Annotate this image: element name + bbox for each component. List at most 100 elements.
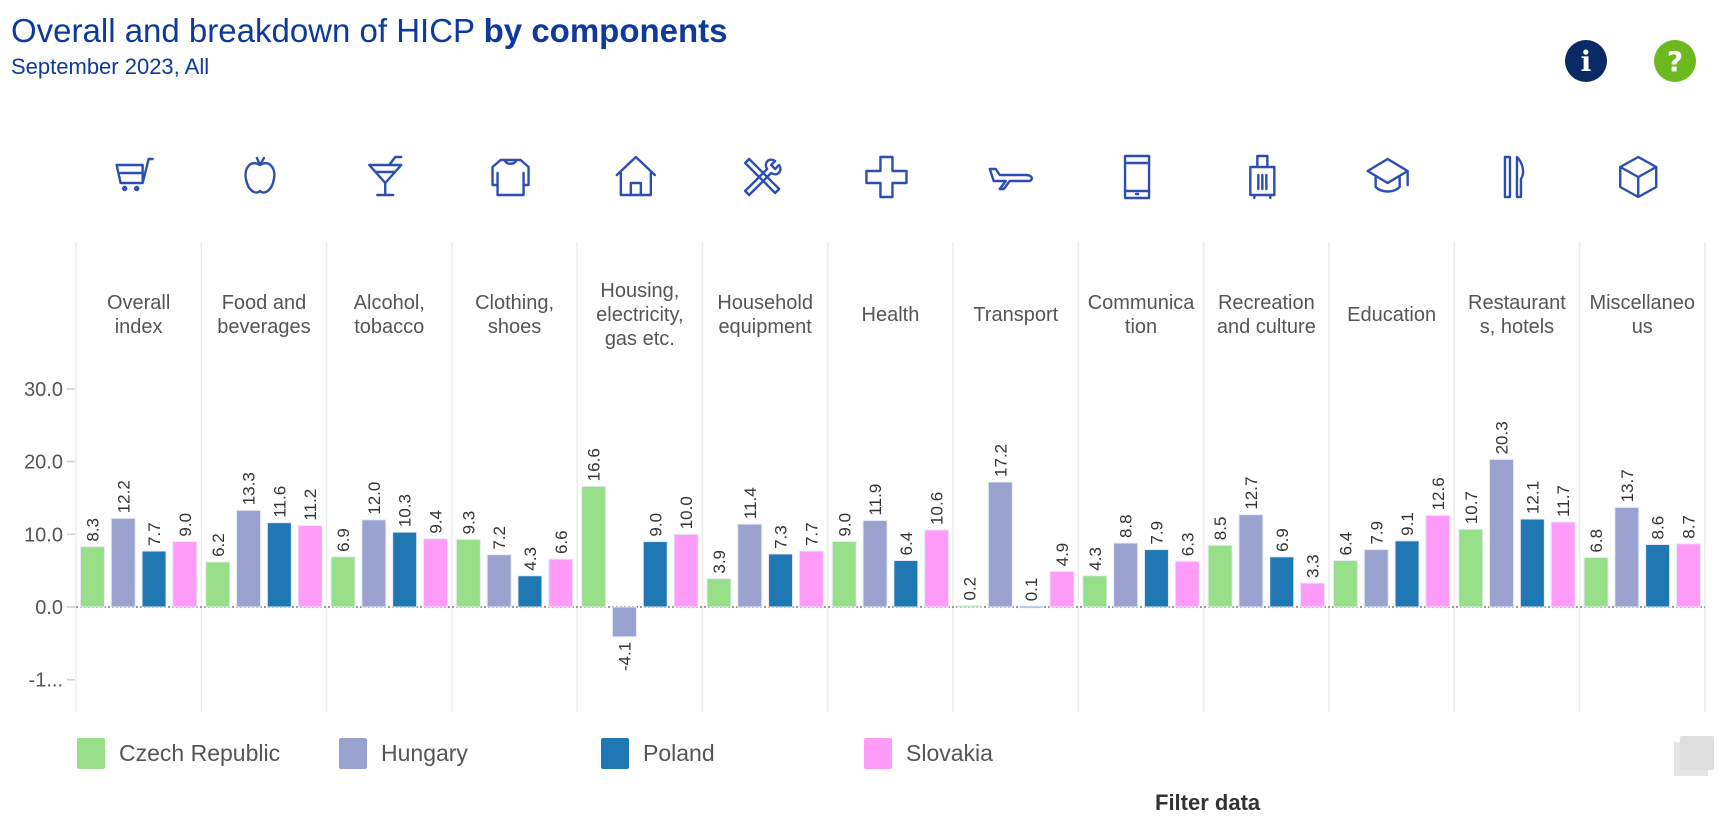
data-label: 4.3 <box>521 547 540 571</box>
cutlery-icon[interactable] <box>1503 155 1525 199</box>
bar[interactable] <box>205 561 231 608</box>
expand-icon[interactable] <box>1674 736 1714 776</box>
bar[interactable] <box>1614 506 1640 608</box>
bar[interactable] <box>79 546 105 608</box>
bar[interactable] <box>862 519 888 608</box>
bar[interactable] <box>1489 458 1515 608</box>
category-label: Overall index <box>107 292 170 338</box>
graduation-cap-icon-shape <box>1366 157 1409 193</box>
bar[interactable] <box>1583 557 1609 608</box>
ytick-label: 10.0 <box>24 524 63 546</box>
legend-item[interactable]: Hungary <box>339 738 468 769</box>
apple-icon-shape <box>244 156 276 194</box>
health-cross-icon[interactable] <box>865 155 908 199</box>
bar[interactable] <box>172 541 198 608</box>
legend: Czech Republic Hungary Poland Slovakia <box>0 730 1100 770</box>
legend-item[interactable]: Czech Republic <box>77 738 280 769</box>
bar[interactable] <box>548 558 574 608</box>
bar[interactable] <box>1332 559 1358 608</box>
bar[interactable] <box>1675 543 1701 608</box>
bar[interactable] <box>392 531 418 608</box>
house-icon[interactable] <box>615 155 657 197</box>
bar[interactable] <box>1519 518 1545 608</box>
bar[interactable] <box>642 541 668 608</box>
category-label-line: s, hotels <box>1480 316 1554 338</box>
box-icon[interactable] <box>1619 155 1658 199</box>
legend-item[interactable]: Slovakia <box>864 738 993 769</box>
data-label: 6.4 <box>1336 532 1355 556</box>
bar[interactable] <box>1645 543 1671 608</box>
shirt-icon[interactable] <box>491 158 530 197</box>
ytick-label: 0.0 <box>35 597 63 619</box>
bar[interactable] <box>1018 605 1044 609</box>
bar[interactable] <box>1458 528 1484 608</box>
bar[interactable] <box>831 541 857 608</box>
bar[interactable] <box>141 550 167 608</box>
tools-icon[interactable] <box>743 157 782 197</box>
bar[interactable] <box>1113 542 1139 608</box>
bar[interactable] <box>1269 556 1295 608</box>
category-label-line: Clothing, <box>475 292 554 314</box>
bar[interactable] <box>517 575 543 608</box>
data-label: 6.4 <box>897 532 916 556</box>
category-label-line: shoes <box>488 316 541 338</box>
chart-title: Overall and breakdown of HICP by compone… <box>11 12 728 50</box>
bar[interactable] <box>1143 549 1169 608</box>
bar[interactable] <box>236 509 262 608</box>
bar[interactable] <box>1300 582 1326 608</box>
category-label: Food and beverages <box>217 292 310 338</box>
bar[interactable] <box>706 578 732 608</box>
health-cross-icon-shape <box>865 155 908 199</box>
bar[interactable] <box>1207 544 1233 608</box>
bar[interactable] <box>737 523 763 608</box>
bar[interactable] <box>611 606 637 638</box>
shopping-cart-icon[interactable] <box>115 157 154 192</box>
bar[interactable] <box>486 554 512 608</box>
bar[interactable] <box>110 517 136 608</box>
bar[interactable] <box>798 550 824 608</box>
bar[interactable] <box>768 553 794 608</box>
cocktail-icon[interactable] <box>368 155 403 197</box>
bar[interactable] <box>297 525 323 608</box>
chart-subtitle: September 2023, All <box>11 54 210 79</box>
smartphone-icon[interactable] <box>1123 154 1151 200</box>
suitcase-icon[interactable] <box>1249 154 1276 200</box>
bar[interactable] <box>1550 521 1576 608</box>
bar[interactable] <box>957 605 983 608</box>
bar[interactable] <box>893 559 919 608</box>
bar[interactable] <box>1394 540 1420 608</box>
bar[interactable] <box>924 529 950 608</box>
data-label: 9.0 <box>835 513 854 537</box>
airplane-icon[interactable] <box>988 167 1034 191</box>
category-label: Clothing, shoes <box>475 292 554 338</box>
data-label: 10.3 <box>396 494 415 527</box>
bar[interactable] <box>455 538 481 608</box>
bar-chart: 30.0 20.0 10.0 0.0 -1... Overall index 8.3 12.2 7… <box>24 154 1706 712</box>
bar[interactable] <box>266 522 292 608</box>
data-label: 6.6 <box>552 530 571 554</box>
bar[interactable] <box>361 519 387 608</box>
bar[interactable] <box>422 538 448 608</box>
apple-icon[interactable] <box>244 156 276 194</box>
category-label: Education <box>1347 304 1436 326</box>
bar[interactable] <box>1082 575 1108 608</box>
graduation-cap-icon[interactable] <box>1366 157 1409 193</box>
bar[interactable] <box>987 481 1013 608</box>
data-label: 11.4 <box>741 487 760 519</box>
data-label: 10.0 <box>677 496 696 529</box>
bar[interactable] <box>1425 514 1451 608</box>
legend-item[interactable]: Poland <box>601 738 715 769</box>
box-icon-shape <box>1619 155 1658 199</box>
help-icon[interactable]: ? <box>1654 40 1696 82</box>
info-icon[interactable]: i <box>1565 40 1607 82</box>
bar[interactable] <box>1174 560 1200 608</box>
category-label: Housing, electricity, gas etc. <box>596 280 683 350</box>
filter-data-label[interactable]: Filter data <box>1155 790 1261 815</box>
bar[interactable] <box>1238 514 1264 608</box>
cutlery-icon-shape <box>1503 155 1525 199</box>
bar[interactable] <box>330 556 356 608</box>
bar[interactable] <box>673 533 699 608</box>
bar[interactable] <box>581 485 607 608</box>
bar[interactable] <box>1049 570 1075 608</box>
bar[interactable] <box>1363 549 1389 608</box>
